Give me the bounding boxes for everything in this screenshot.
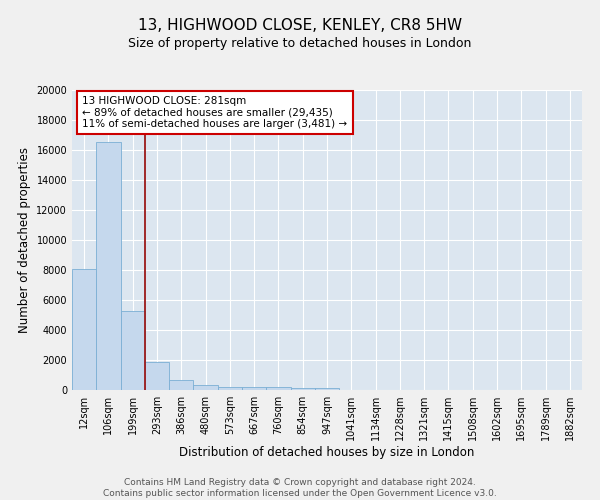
Bar — [290, 388, 315, 390]
Bar — [96, 142, 121, 390]
Text: Size of property relative to detached houses in London: Size of property relative to detached ho… — [128, 38, 472, 51]
Bar — [218, 386, 242, 390]
Bar — [266, 387, 290, 390]
Text: 13 HIGHWOOD CLOSE: 281sqm
← 89% of detached houses are smaller (29,435)
11% of s: 13 HIGHWOOD CLOSE: 281sqm ← 89% of detac… — [82, 96, 347, 129]
Bar — [72, 268, 96, 390]
X-axis label: Distribution of detached houses by size in London: Distribution of detached houses by size … — [179, 446, 475, 459]
Bar — [145, 362, 169, 390]
Bar — [121, 310, 145, 390]
Bar — [242, 387, 266, 390]
Bar — [193, 385, 218, 390]
Bar — [169, 380, 193, 390]
Y-axis label: Number of detached properties: Number of detached properties — [18, 147, 31, 333]
Text: Contains HM Land Registry data © Crown copyright and database right 2024.
Contai: Contains HM Land Registry data © Crown c… — [103, 478, 497, 498]
Bar — [315, 388, 339, 390]
Text: 13, HIGHWOOD CLOSE, KENLEY, CR8 5HW: 13, HIGHWOOD CLOSE, KENLEY, CR8 5HW — [138, 18, 462, 32]
